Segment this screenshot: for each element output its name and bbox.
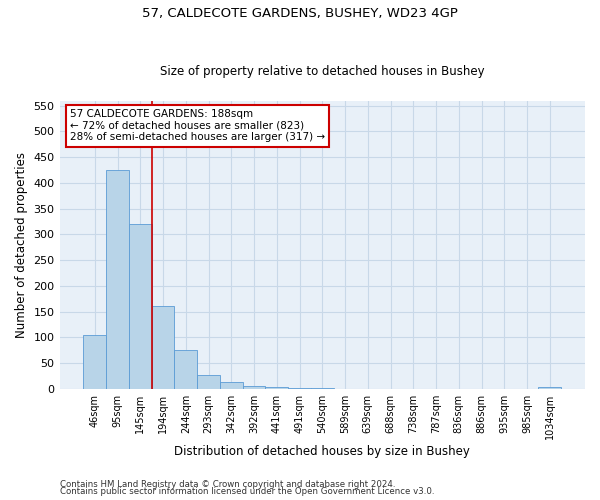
Bar bbox=[152, 306, 175, 389]
Bar bbox=[288, 388, 311, 389]
Bar bbox=[265, 388, 288, 389]
Bar bbox=[175, 350, 197, 389]
Bar bbox=[538, 387, 561, 389]
Bar bbox=[311, 388, 334, 389]
Title: Size of property relative to detached houses in Bushey: Size of property relative to detached ho… bbox=[160, 66, 485, 78]
Text: 57 CALDECOTE GARDENS: 188sqm
← 72% of detached houses are smaller (823)
28% of s: 57 CALDECOTE GARDENS: 188sqm ← 72% of de… bbox=[70, 109, 325, 142]
Bar bbox=[129, 224, 152, 389]
Y-axis label: Number of detached properties: Number of detached properties bbox=[15, 152, 28, 338]
Text: Contains HM Land Registry data © Crown copyright and database right 2024.: Contains HM Land Registry data © Crown c… bbox=[60, 480, 395, 489]
X-axis label: Distribution of detached houses by size in Bushey: Distribution of detached houses by size … bbox=[175, 444, 470, 458]
Bar bbox=[83, 335, 106, 389]
Bar bbox=[220, 382, 242, 389]
Bar bbox=[106, 170, 129, 389]
Bar bbox=[242, 386, 265, 389]
Text: Contains public sector information licensed under the Open Government Licence v3: Contains public sector information licen… bbox=[60, 487, 434, 496]
Text: 57, CALDECOTE GARDENS, BUSHEY, WD23 4GP: 57, CALDECOTE GARDENS, BUSHEY, WD23 4GP bbox=[142, 8, 458, 20]
Bar bbox=[197, 375, 220, 389]
